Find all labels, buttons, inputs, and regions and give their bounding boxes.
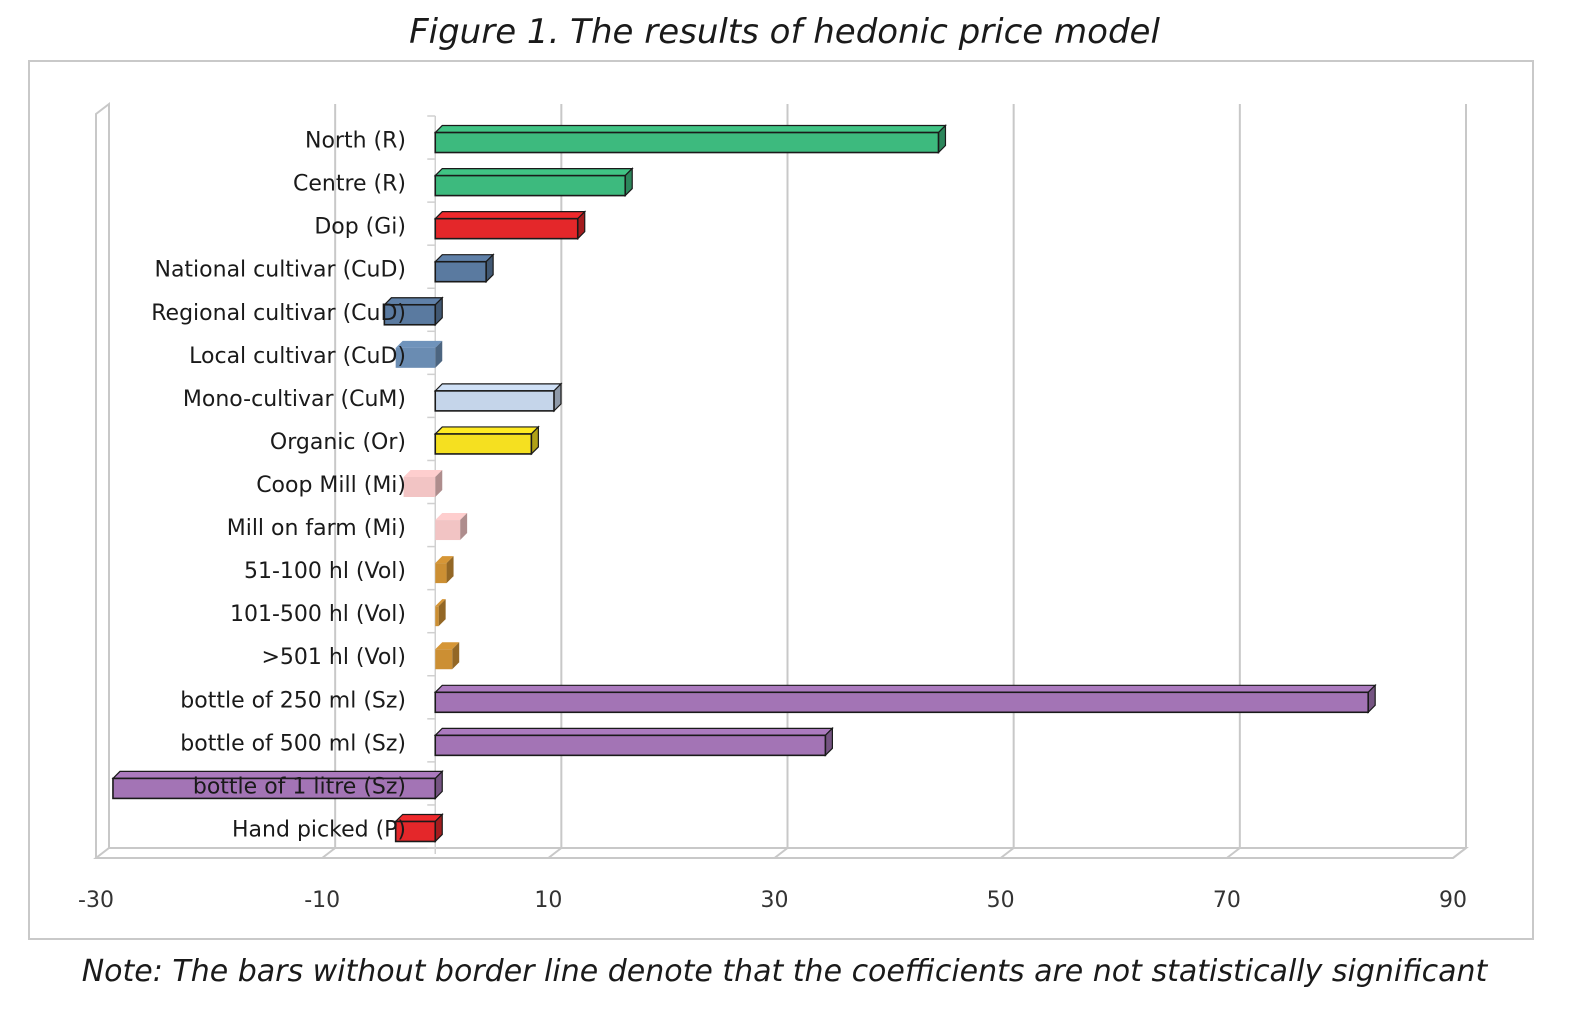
bar-front [394,820,437,843]
bar-side [438,599,446,627]
x-tick-label: 50 [987,888,1015,913]
category-label: bottle of 500 ml (Sz) [180,731,406,756]
bar-side [446,556,454,584]
category-label: Regional cultivar (CuD) [151,301,406,326]
gridline-foot [1452,847,1467,859]
gridline-foot [547,847,562,859]
chart-frame [28,60,1534,940]
bar [435,513,468,541]
bar [435,599,446,627]
category-label: Local cultivar (CuD) [189,344,406,369]
bar-front [434,691,1369,714]
gridline-foot [321,847,336,859]
bar-front [112,777,437,800]
gridline-foot [773,847,789,859]
bar-side [435,340,443,368]
bar [433,683,1377,714]
bar-front [434,131,940,154]
bar [435,642,460,670]
bar [433,124,947,154]
x-tick-label: 30 [761,888,789,913]
figure-title: Figure 1. The results of hedonic price m… [409,12,1160,52]
category-label: Coop Mill (Mi) [256,473,406,498]
bar-top [433,254,495,263]
bar [111,769,444,800]
category-label: Mono-cultivar (CuM) [183,387,406,412]
bar [435,556,454,584]
bar-top [433,211,587,220]
bar-top [433,124,947,134]
bar-top [433,426,540,435]
gridline-foot [1226,847,1241,859]
bar-front [395,347,436,368]
x-tick-label: -30 [78,888,114,913]
gridline-foot [1000,847,1015,859]
category-label: >501 hl (Vol) [261,645,406,670]
category-label: bottle of 1 litre (Sz) [193,774,406,799]
bar-side [435,470,443,497]
bar-front [434,734,827,757]
bar [403,470,443,497]
bar-front [434,174,627,197]
bar-front [435,606,439,627]
bar-side [460,513,468,541]
bar-top [435,599,446,607]
bar [433,210,587,241]
bar-top [395,340,443,348]
bar-top [433,727,834,736]
bar [433,382,563,413]
figure-note: Note: The bars without border line denot… [81,954,1488,989]
bar-top [403,470,443,477]
bar-front [403,477,436,497]
bar-top [433,167,634,177]
category-label: North (R) [305,129,406,154]
chart-left-wall [95,101,110,858]
bar-top [435,513,468,521]
category-label: bottle of 250 ml (Sz) [180,688,406,713]
bar [433,253,495,284]
bar [433,726,834,757]
category-label: Dop (Gi) [314,215,406,240]
category-label: 101-500 hl (Vol) [230,602,406,627]
bar [395,340,443,368]
category-label: Organic (Or) [270,430,406,455]
bar-front [435,520,461,541]
bar-top [433,383,563,392]
bar-front [434,217,579,240]
bar-front [435,563,447,584]
category-label: 51-100 hl (Vol) [244,559,406,584]
bar-side [452,642,460,670]
category-label: National cultivar (CuD) [154,258,406,283]
bar-front [434,390,555,412]
bar-front [434,260,487,283]
x-tick-label: -10 [304,888,340,913]
category-label: Hand picked (P) [232,817,406,842]
bar-front [434,433,533,455]
bar-front [435,649,453,670]
bar-front [383,303,437,326]
bar [394,813,444,843]
x-tick-label: 70 [1213,888,1241,913]
bar [433,425,540,456]
category-label: Centre (R) [293,172,406,197]
bar-top [435,556,454,564]
bar [433,167,634,198]
x-tick-label: 10 [534,888,562,913]
bar [382,296,444,327]
bar-top [435,642,460,650]
category-label: Mill on farm (Mi) [227,516,406,541]
bar-top [433,684,1377,693]
x-tick-label: 90 [1439,888,1467,913]
